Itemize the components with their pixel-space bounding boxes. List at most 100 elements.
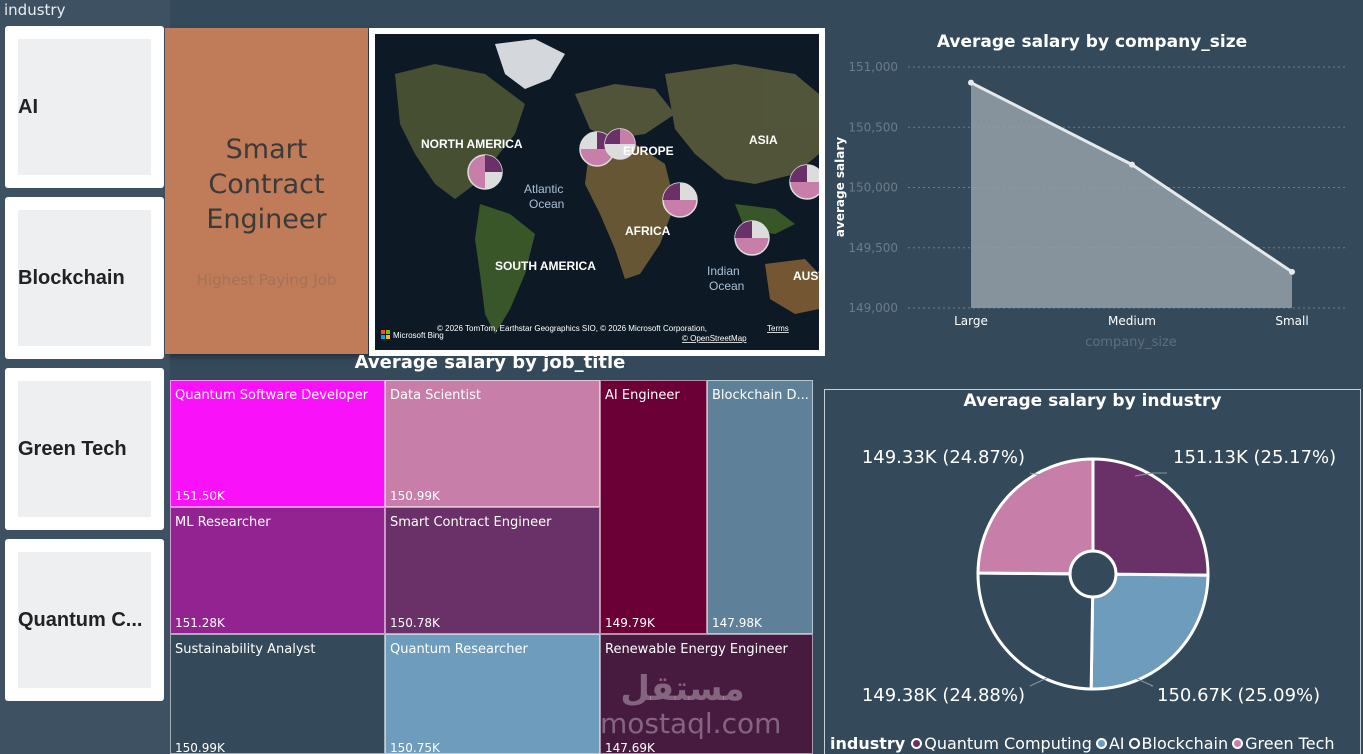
- treemap-tile-name: Quantum Software Developer: [175, 388, 369, 403]
- pie-slice[interactable]: [976, 571, 1095, 691]
- slicer-item-label: Blockchain: [18, 266, 125, 289]
- map-marker-asia-east[interactable]: [789, 164, 819, 200]
- area-chart-ylabel: average salary: [833, 137, 847, 237]
- treemap-tile-value: 150.99K: [390, 489, 440, 503]
- bing-logo: Microsoft Bing: [393, 331, 444, 340]
- mostaql-watermark: مستقل mostaql.com: [600, 669, 782, 740]
- treemap-tile-value: 147.98K: [712, 616, 762, 630]
- area-chart-xlabel: company_size: [1085, 335, 1177, 350]
- highest-paying-job-card[interactable]: Smart Contract Engineer Highest Paying J…: [165, 28, 368, 354]
- legend-title: industry: [830, 734, 906, 753]
- treemap-tile-name: Renewable Energy Engineer: [605, 642, 788, 657]
- slicer-item-quantum-computing[interactable]: Quantum C...: [5, 539, 164, 701]
- map-pie-markers[interactable]: [467, 128, 819, 256]
- legend-item-label: Quantum Computing: [924, 734, 1092, 753]
- legend-item[interactable]: AI: [1095, 734, 1125, 753]
- salary-by-industry-chart[interactable]: Average salary by industry 151.13K (25.1…: [824, 389, 1361, 754]
- treemap-tile[interactable]: Smart Contract Engineer 150.78K: [385, 507, 600, 634]
- pie-slice[interactable]: [1091, 457, 1210, 577]
- treemap-tile[interactable]: Blockchain D... 147.98K: [707, 380, 813, 634]
- pie-slice[interactable]: [976, 457, 1095, 576]
- area-chart-title: Average salary by company_size: [937, 32, 1247, 52]
- map-label-australia: AUST: [793, 269, 819, 283]
- x-tick-label: Small: [1275, 314, 1308, 328]
- treemap-tile[interactable]: Quantum Researcher 150.75K: [385, 634, 600, 754]
- map-marker-north-america[interactable]: [467, 154, 503, 190]
- legend-item-label: AI: [1108, 734, 1125, 753]
- legend-marker-icon: [1232, 738, 1244, 749]
- treemap-tile-value: 151.50K: [175, 489, 225, 503]
- pie-leader-line: [1029, 472, 1048, 477]
- slicer-item-blockchain[interactable]: Blockchain: [5, 197, 164, 359]
- map-osm-link[interactable]: © OpenStreetMap: [682, 334, 747, 343]
- map-label-africa: AFRICA: [625, 224, 671, 238]
- map-label-europe: EUROPE: [623, 144, 674, 158]
- data-point[interactable]: [1129, 161, 1135, 168]
- treemap-tile[interactable]: AI Engineer 149.79K: [600, 380, 707, 634]
- treemap-tile-name: Smart Contract Engineer: [390, 515, 552, 530]
- legend-item[interactable]: Blockchain: [1128, 734, 1229, 753]
- card-label: Highest Paying Job: [196, 271, 337, 289]
- treemap-tile[interactable]: Data Scientist 150.99K: [385, 380, 600, 507]
- pie-leader-line: [1134, 472, 1167, 477]
- legend-item-label: Green Tech: [1245, 734, 1335, 753]
- map-label-south-america: SOUTH AMERICA: [495, 259, 596, 273]
- map-canvas[interactable]: NORTH AMERICA EUROPE ASIA AFRICA SOUTH A…: [375, 34, 819, 350]
- y-tick-label: 151,000: [848, 60, 898, 74]
- treemap-tile-name: Sustainability Analyst: [175, 642, 316, 657]
- map-label-atlantic: Atlantic: [524, 182, 563, 196]
- map-marker-africa[interactable]: [662, 182, 698, 218]
- map-attribution: © 2026 TomTom, Earthstar Geographics SIO…: [437, 324, 707, 333]
- y-tick-label: 150,000: [848, 181, 898, 195]
- legend-item[interactable]: Green Tech: [1232, 734, 1335, 753]
- treemap-tile[interactable]: Sustainability Analyst 150.99K: [170, 634, 385, 754]
- map-label-north-america: NORTH AMERICA: [421, 137, 523, 151]
- treemap-tile[interactable]: ML Researcher 151.28K: [170, 507, 385, 634]
- pie-leader-line: [1134, 677, 1154, 687]
- treemap-tile[interactable]: Renewable Energy Engineer 147.69K: [600, 634, 813, 754]
- y-tick-label: 149,000: [848, 301, 898, 315]
- pie-data-label: 149.33K (24.87%): [862, 447, 1025, 468]
- slicer-item-label: Green Tech: [18, 437, 127, 460]
- pie-chart-svg: 151.13K (25.17%) 150.67K (25.09%) 149.38K …: [862, 447, 1336, 706]
- map-label-indian: Indian: [707, 264, 740, 278]
- pie-data-label: 149.38K (24.88%): [862, 685, 1025, 706]
- area-fill: [971, 82, 1292, 308]
- treemap-tile-value: 149.79K: [605, 616, 655, 630]
- industry-slicer: industry AI Blockchain Green Tech Quantu…: [0, 0, 170, 754]
- pie-legend: industry Quantum Computing AI Blockchain Gr…: [830, 734, 1339, 753]
- legend-item[interactable]: Quantum Computing: [911, 734, 1092, 753]
- pie-chart-title: Average salary by industry: [963, 391, 1222, 411]
- treemap-tile-name: Quantum Researcher: [390, 642, 528, 657]
- legend-marker-icon: [1095, 738, 1107, 749]
- world-map[interactable]: NORTH AMERICA EUROPE ASIA AFRICA SOUTH A…: [369, 28, 825, 356]
- salary-by-job-title-treemap[interactable]: Quantum Software Developer 151.50K Data Sc…: [170, 380, 813, 754]
- x-tick-label: Medium: [1108, 314, 1156, 328]
- treemap-tile-value: 150.78K: [390, 616, 440, 630]
- treemap-tile-name: Blockchain D...: [712, 388, 809, 403]
- area-chart-svg: Average salary by company_size 149,000 14…: [833, 32, 1346, 350]
- treemap-tile-name: AI Engineer: [605, 388, 680, 403]
- slicer-item-green-tech[interactable]: Green Tech: [5, 368, 164, 530]
- card-value: Smart Contract Engineer: [206, 134, 327, 235]
- treemap-tile-value: 150.75K: [390, 741, 440, 754]
- data-point[interactable]: [1289, 268, 1295, 275]
- x-tick-label: Large: [954, 314, 988, 328]
- pie-slice[interactable]: [1089, 572, 1210, 691]
- map-marker-asia-south[interactable]: [734, 220, 770, 256]
- slicer-item-ai[interactable]: AI: [5, 26, 164, 188]
- legend-marker-icon: [1128, 738, 1140, 749]
- map-terms-link[interactable]: Terms: [767, 324, 789, 333]
- treemap-tile[interactable]: Quantum Software Developer 151.50K: [170, 380, 385, 507]
- treemap-tile-value: 151.28K: [175, 616, 225, 630]
- treemap-tile-name: Data Scientist: [390, 388, 481, 403]
- pie-data-label: 150.67K (25.09%): [1157, 685, 1320, 706]
- data-point[interactable]: [968, 79, 974, 86]
- legend-marker-icon: [911, 738, 923, 749]
- map-marker-europe-east[interactable]: [604, 128, 636, 160]
- slicer-item-label: Quantum C...: [18, 608, 143, 631]
- legend-item-label: Blockchain: [1141, 734, 1229, 753]
- treemap-tile-value: 147.69K: [605, 741, 655, 754]
- salary-by-company-size-chart[interactable]: Average salary by company_size 149,000 14…: [826, 22, 1361, 362]
- map-label-atlantic-ocean: Ocean: [529, 197, 564, 211]
